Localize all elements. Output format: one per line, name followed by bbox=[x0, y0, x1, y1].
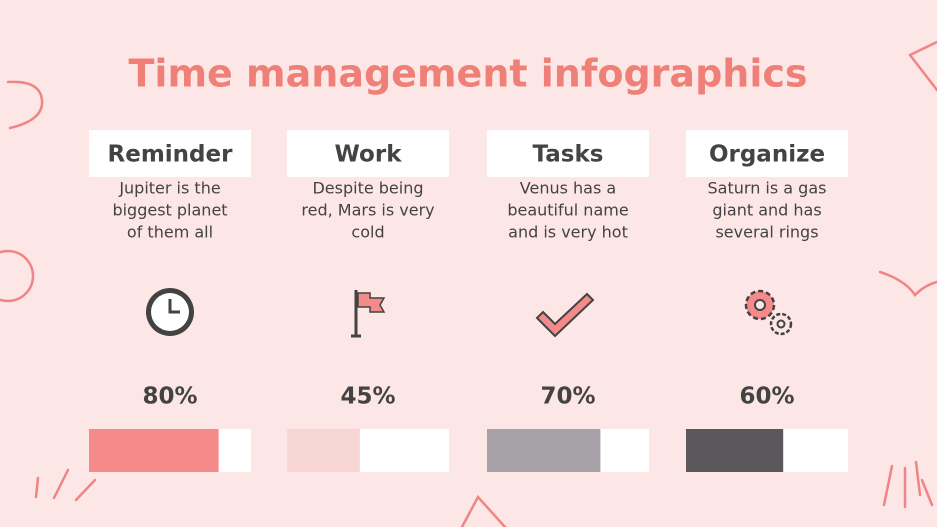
description: biggest planet bbox=[112, 201, 227, 220]
description: Jupiter is the bbox=[118, 179, 220, 198]
description: red, Mars is very bbox=[301, 201, 434, 220]
percent-label: 70% bbox=[540, 384, 595, 410]
decorations bbox=[0, 40, 937, 527]
heading-box bbox=[686, 130, 848, 177]
description: Despite being bbox=[312, 179, 423, 198]
progress-fill bbox=[287, 429, 360, 472]
percent-label: 60% bbox=[739, 384, 794, 410]
heading: Reminder bbox=[108, 142, 234, 168]
heading-box bbox=[487, 130, 649, 177]
percent-label: 45% bbox=[340, 384, 395, 410]
deco-dashes bbox=[34, 468, 97, 502]
icon-clock bbox=[146, 288, 194, 336]
progress-fill bbox=[487, 429, 601, 472]
icon-check bbox=[535, 292, 595, 338]
title: Time management infographics bbox=[129, 52, 808, 96]
heading: Work bbox=[335, 142, 403, 168]
description: giant and has bbox=[712, 201, 821, 220]
deco-triangle bbox=[460, 494, 507, 527]
deco-curve bbox=[6, 80, 44, 130]
deco-triangle bbox=[908, 40, 937, 92]
description: cold bbox=[351, 223, 384, 242]
description: several rings bbox=[715, 223, 818, 242]
description: Saturn is a gas bbox=[708, 179, 827, 198]
heading-box bbox=[287, 130, 449, 177]
progress-fill bbox=[686, 429, 784, 472]
deco-circle bbox=[0, 249, 35, 303]
percent-label: 80% bbox=[142, 384, 197, 410]
progress-fill bbox=[89, 429, 219, 472]
description: beautiful name bbox=[507, 201, 628, 220]
heading: Organize bbox=[709, 142, 825, 168]
icon-flag bbox=[351, 290, 386, 338]
icon-gears bbox=[744, 289, 793, 336]
deco-wave bbox=[878, 270, 937, 297]
description: and is very hot bbox=[508, 223, 628, 242]
description: Venus has a bbox=[520, 179, 616, 198]
heading-box bbox=[89, 130, 251, 177]
heading: Tasks bbox=[533, 142, 604, 168]
description: of them all bbox=[127, 223, 213, 242]
deco-dashes bbox=[882, 460, 934, 509]
